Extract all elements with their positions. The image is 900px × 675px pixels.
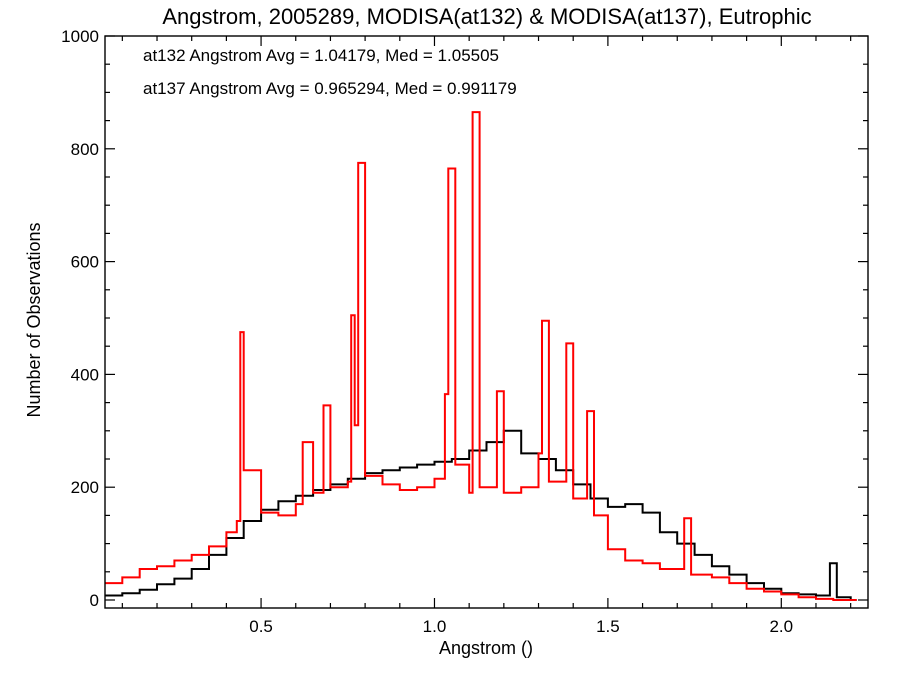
y-tick-label: 800: [71, 140, 99, 159]
y-tick-label: 400: [71, 365, 99, 384]
plot-frame: [104, 35, 869, 609]
y-tick-label: 600: [71, 253, 99, 272]
y-tick-label: 1000: [61, 27, 99, 46]
annotation-at137: at137 Angstrom Avg = 0.965294, Med = 0.9…: [143, 79, 517, 98]
x-tick-label: 2.0: [769, 617, 793, 636]
x-tick-label: 1.5: [596, 617, 620, 636]
y-tick-label: 200: [71, 478, 99, 497]
plot-area: [105, 111, 857, 601]
chart-title: Angstrom, 2005289, MODISA(at132) & MODIS…: [162, 4, 811, 29]
series-layer: [105, 111, 857, 601]
series-line-0: [105, 429, 857, 601]
x-tick-label: 1.0: [423, 617, 447, 636]
y-axis-label: Number of Observations: [24, 222, 44, 417]
y-axis: 0 200 400 600 800 1000: [61, 27, 868, 610]
x-axis-label: Angstrom (): [439, 638, 533, 658]
y-tick-label: 0: [90, 591, 99, 610]
series-line-1: [105, 111, 857, 601]
annotation-at132: at132 Angstrom Avg = 1.04179, Med = 1.05…: [143, 46, 499, 65]
x-tick-label: 0.5: [249, 617, 273, 636]
x-axis: 0.5 1.0 1.5 2.0: [121, 36, 852, 636]
